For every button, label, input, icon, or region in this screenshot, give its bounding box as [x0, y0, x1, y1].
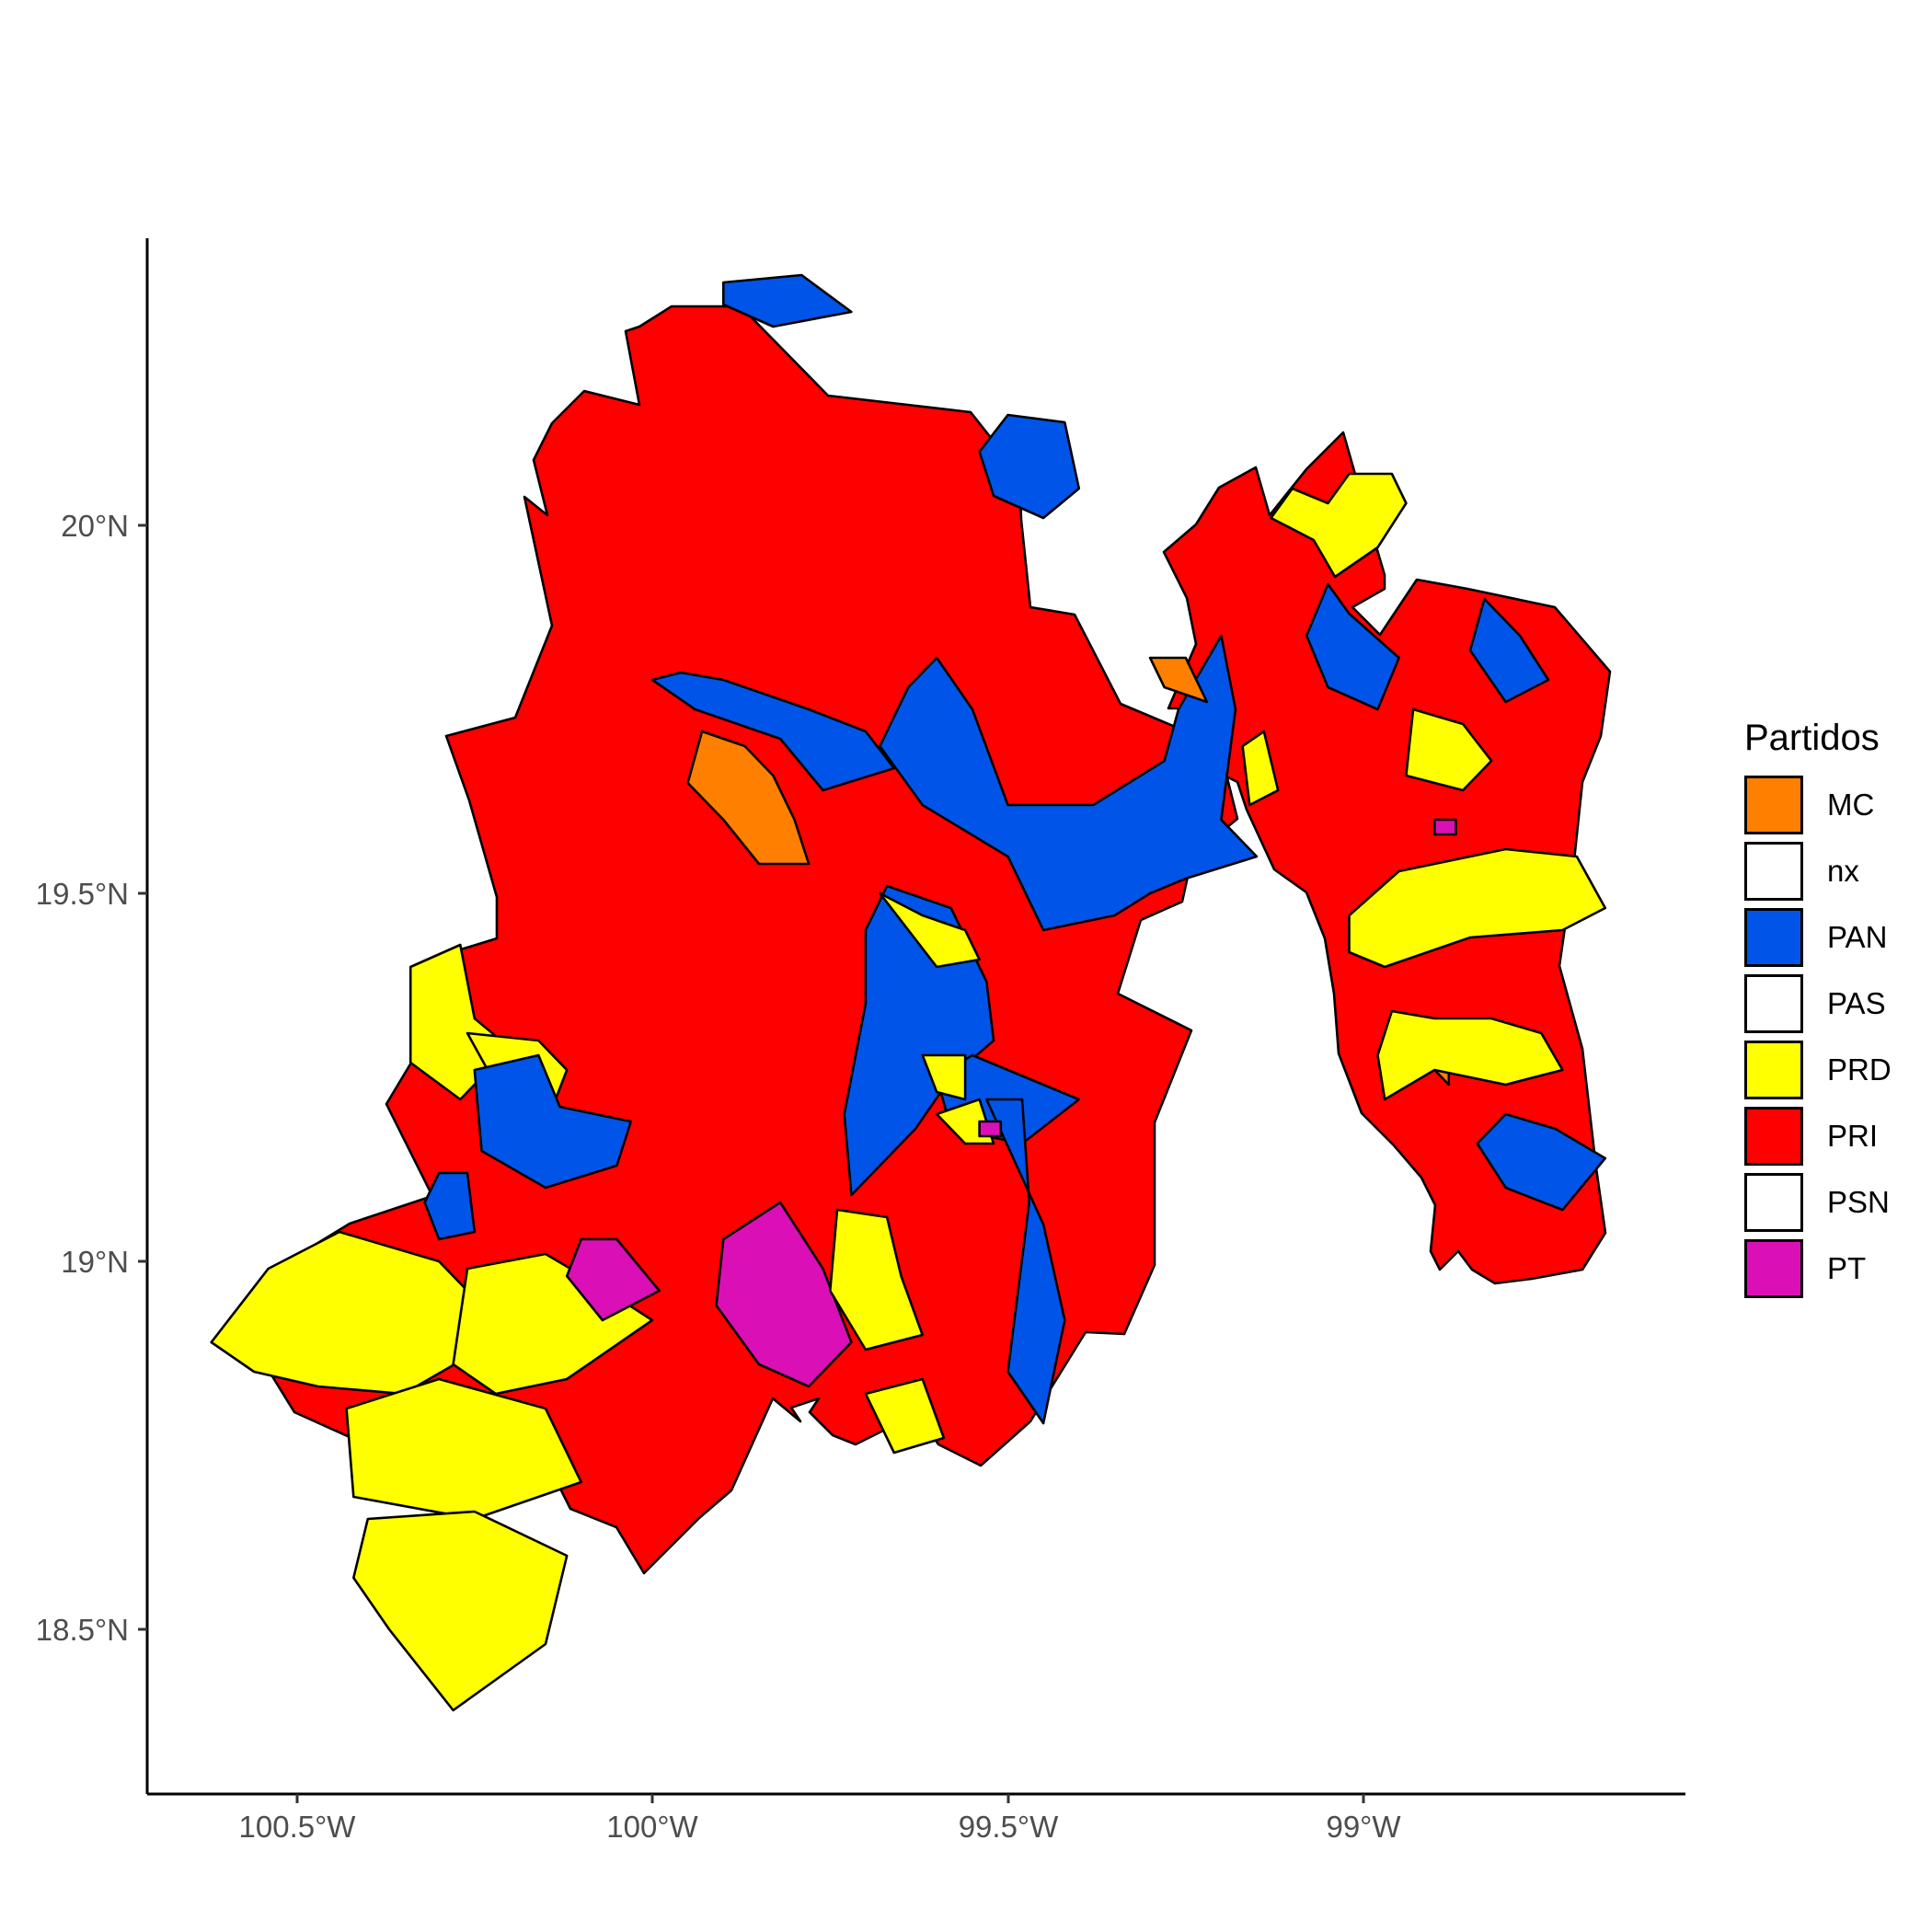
- legend-item-mc: MC: [1744, 772, 1892, 838]
- legend-label-prd: PRD: [1827, 1052, 1892, 1087]
- legend-key-pri: [1744, 1107, 1803, 1166]
- region-pt-33: [978, 1120, 1003, 1138]
- region-pan-11: [423, 1171, 477, 1241]
- region-mc-23: [1148, 656, 1209, 704]
- region-pan-17: [879, 634, 1259, 932]
- region-prd-2: [345, 1377, 583, 1521]
- legend-key-pan: [1744, 908, 1803, 967]
- region-prd-25: [1270, 472, 1408, 579]
- region-pan-16: [978, 413, 1081, 520]
- y-tick-label: 19.5°N: [36, 877, 129, 911]
- x-tick-label: 99.5°W: [959, 1810, 1059, 1844]
- legend-title: Partidos: [1744, 718, 1880, 758]
- legend-key-nx: [1744, 842, 1803, 901]
- region-pan-13: [650, 671, 896, 792]
- legend-label-pan: PAN: [1827, 920, 1888, 954]
- legend-item-pas: PAS: [1744, 971, 1892, 1037]
- west-region-base: [236, 305, 1239, 1575]
- region-prd-26: [1241, 730, 1280, 807]
- region-pan-21: [985, 1098, 1066, 1425]
- region-prd-29: [1376, 1009, 1564, 1101]
- legend-item-pri: PRI: [1744, 1103, 1892, 1169]
- legend-key-mc: [1744, 776, 1803, 834]
- legend-item-nx: nx: [1744, 838, 1892, 904]
- legend-item-pan: PAN: [1744, 904, 1892, 971]
- region-pt-4: [565, 1237, 661, 1322]
- region-pan-18: [1305, 582, 1400, 711]
- legend-item-psn: PSN: [1744, 1169, 1892, 1236]
- legend-item-prd: PRD: [1744, 1037, 1892, 1103]
- legend-key-psn: [1744, 1173, 1803, 1232]
- region-prd-3: [351, 1510, 569, 1712]
- region-prd-6: [828, 1208, 925, 1351]
- y-axis: 20°N 19.5°N 19°N 18.5°N: [36, 509, 147, 1647]
- region-mc-22: [686, 730, 811, 866]
- legend-label-psn: PSN: [1827, 1185, 1890, 1219]
- y-tick-label: 20°N: [61, 509, 129, 543]
- legend-item-pt: PT: [1744, 1236, 1892, 1302]
- region-pan-20: [1476, 1112, 1607, 1212]
- legend-label-pas: PAS: [1827, 986, 1886, 1020]
- legend-key-prd: [1744, 1041, 1803, 1099]
- region-pt-34: [1433, 818, 1457, 836]
- region-prd-28: [1348, 847, 1607, 969]
- legend-label-pt: PT: [1827, 1251, 1867, 1285]
- region-pt-5: [715, 1201, 853, 1388]
- region-pan-12: [721, 273, 853, 328]
- x-tick-label: 99°W: [1326, 1810, 1401, 1844]
- legend-key-pt: [1744, 1239, 1803, 1298]
- region-prd-27: [1405, 707, 1493, 792]
- x-axis: 100.5°W 100°W 99.5°W 99°W: [239, 1794, 1401, 1844]
- regions-layer: [210, 273, 1607, 1712]
- legend-label-mc: MC: [1827, 788, 1875, 822]
- y-tick-label: 19°N: [61, 1245, 129, 1279]
- region-prd-31: [921, 1053, 967, 1101]
- region-pan-19: [1468, 597, 1550, 704]
- region-prd-7: [864, 1377, 946, 1455]
- legend: Partidos MC nx PAN PAS PRD PRI PSN PT: [1744, 718, 1892, 1302]
- x-tick-label: 100.5°W: [239, 1810, 357, 1844]
- legend-label-nx: nx: [1827, 854, 1859, 888]
- region-pan-10: [473, 1053, 633, 1190]
- legend-key-pas: [1744, 974, 1803, 1033]
- legend-label-pri: PRI: [1827, 1119, 1879, 1153]
- region-prd-30: [879, 891, 981, 969]
- x-tick-label: 100°W: [606, 1810, 698, 1844]
- y-tick-label: 18.5°N: [36, 1613, 129, 1647]
